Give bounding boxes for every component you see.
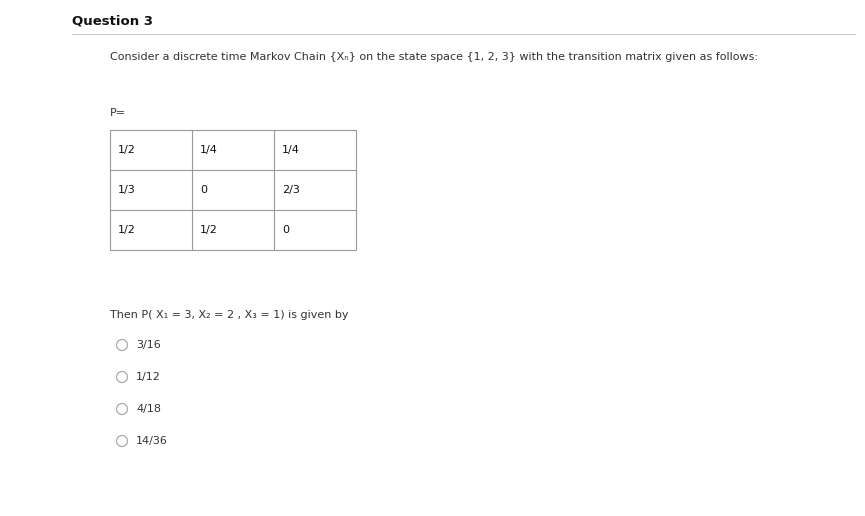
Text: 14/36: 14/36 — [136, 436, 168, 446]
Text: 1/2: 1/2 — [118, 145, 136, 155]
Text: 1/4: 1/4 — [282, 145, 300, 155]
Text: Question 3: Question 3 — [72, 14, 153, 27]
Text: 4/18: 4/18 — [136, 404, 161, 414]
Text: 2/3: 2/3 — [282, 185, 300, 195]
Text: Then P( X₁ = 3, X₂ = 2 , X₃ = 1) is given by: Then P( X₁ = 3, X₂ = 2 , X₃ = 1) is give… — [110, 310, 349, 320]
Text: Consider a discrete time Markov Chain {Xₙ} on the state space {1, 2, 3} with the: Consider a discrete time Markov Chain {X… — [110, 52, 758, 62]
Text: P=: P= — [110, 108, 126, 118]
Text: 0: 0 — [282, 225, 289, 235]
Text: 3/16: 3/16 — [136, 340, 161, 350]
Text: 1/4: 1/4 — [200, 145, 218, 155]
Text: 1/2: 1/2 — [118, 225, 136, 235]
Text: 1/3: 1/3 — [118, 185, 136, 195]
Bar — [110, 130, 356, 250]
Text: 1/12: 1/12 — [136, 372, 161, 382]
Text: 0: 0 — [200, 185, 207, 195]
Text: 1/2: 1/2 — [200, 225, 218, 235]
